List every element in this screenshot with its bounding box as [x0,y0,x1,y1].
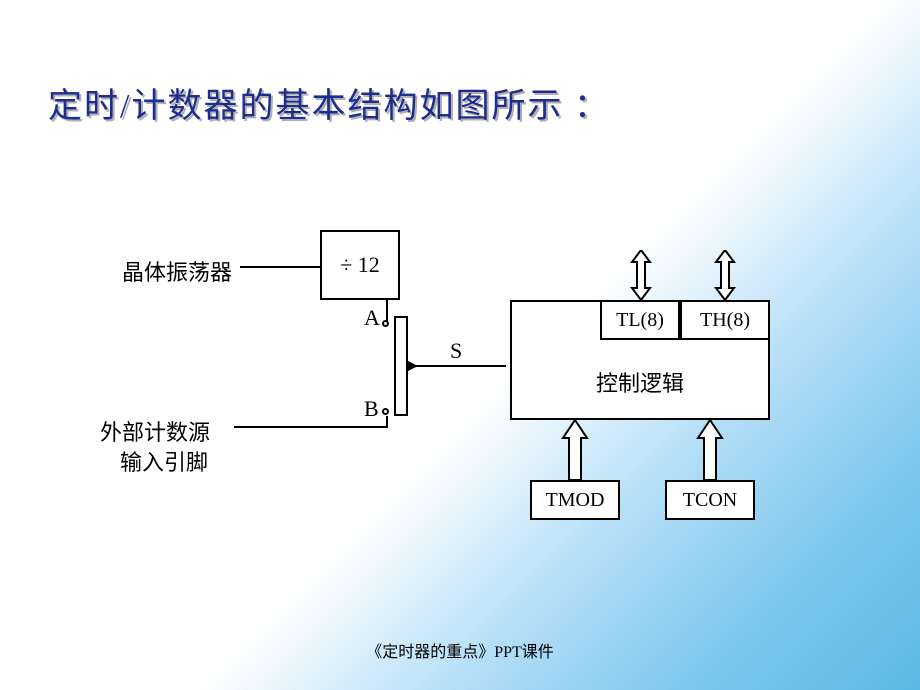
tl-label: TL(8) [616,309,664,332]
label-B: B [364,396,379,422]
tcon-box: TCON [665,480,755,520]
conn-ext-B-h1 [234,426,388,428]
arrow-th-up [712,250,738,300]
ext-source-line1: 外部计数源 [100,415,210,447]
switch-bar [394,316,408,416]
diagram-area: 晶体振荡器 ÷ 12 A 外部计数源 输入引脚 B S 控制逻辑 TL(8) T… [110,220,810,550]
label-A: A [364,305,380,331]
node-B [382,408,389,415]
control-logic-label: 控制逻辑 [596,366,684,398]
oscillator-label: 晶体振荡器 [122,255,232,287]
th-box: TH(8) [680,300,770,340]
page-footer: 《定时器的重点》PPT课件 [366,638,554,662]
page-title: 定时/计数器的基本结构如图所示 ： [48,78,610,127]
tl-box: TL(8) [600,300,680,340]
th-label: TH(8) [700,309,750,332]
arrow-tcon-up [695,420,725,480]
conn-ext-B-v [386,416,388,428]
arrow-tl-up [628,250,654,300]
ext-source-line2: 输入引脚 [120,445,208,477]
node-A [382,320,389,327]
divider-label: ÷ 12 [340,252,380,278]
divider-box: ÷ 12 [320,230,400,300]
tmod-box: TMOD [530,480,620,520]
tmod-label: TMOD [546,489,605,512]
arrow-tmod-up [560,420,590,480]
arrow-S-ctrl [408,358,512,374]
tcon-label: TCON [683,489,737,512]
conn-osc-div [240,266,320,268]
